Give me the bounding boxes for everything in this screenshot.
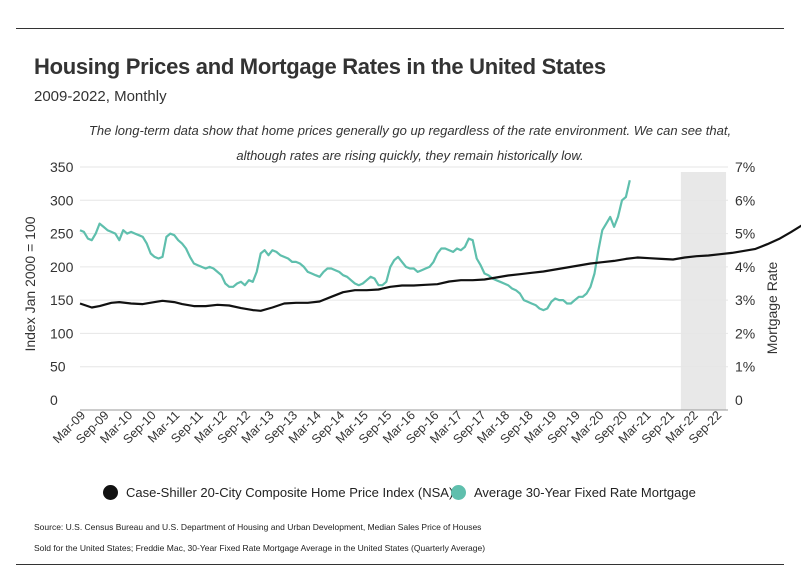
x-axis-ticks: Mar-09Sep-09Mar-10Sep-10Mar-11Sep-11Mar-… <box>50 408 724 446</box>
y2-tick-label: 7% <box>735 159 755 175</box>
left-axis-label: Index Jan 2000 = 100 <box>22 216 38 351</box>
y2-tick-label: 3% <box>735 292 755 308</box>
mortgage-rate-line <box>79 180 631 312</box>
y2-tick-label: 0 <box>735 392 743 408</box>
highlight-region <box>680 172 727 410</box>
legend-label-rate: Average 30-Year Fixed Rate Mortgage <box>474 485 696 500</box>
gridlines <box>80 166 728 368</box>
left-axis-ticks: 0 50 100 150 200 250 300 350 <box>50 159 74 408</box>
y-tick-label: 50 <box>50 359 66 375</box>
y-tick-label: 100 <box>50 325 74 341</box>
right-axis-ticks: 0 1% 2% 3% 4% 5% 6% 7% <box>735 159 755 408</box>
y-tick-label: 0 <box>50 392 58 408</box>
y2-tick-label: 2% <box>735 325 755 341</box>
y2-tick-label: 5% <box>735 226 755 242</box>
bottom-rule <box>16 564 784 565</box>
legend-item-index: Case-Shiller 20-City Composite Home Pric… <box>103 485 453 500</box>
y-tick-label: 300 <box>50 192 74 208</box>
y-tick-label: 150 <box>50 292 74 308</box>
legend-label-index: Case-Shiller 20-City Composite Home Pric… <box>126 485 454 500</box>
right-axis-label: Mortgage Rate <box>764 261 780 354</box>
chart-subtitle: 2009-2022, Monthly <box>34 88 167 105</box>
y-tick-label: 200 <box>50 259 74 275</box>
y2-tick-label: 4% <box>735 259 755 275</box>
y-tick-label: 250 <box>50 226 74 242</box>
legend-swatch-index <box>103 485 118 500</box>
legend-swatch-rate <box>451 485 466 500</box>
y2-tick-label: 1% <box>735 359 755 375</box>
chart-note-line-2: although rates are rising quickly, they … <box>236 148 584 163</box>
top-rule <box>16 28 784 29</box>
chart-note-line-1: The long-term data show that home prices… <box>88 123 732 138</box>
source-line-2: Sold for the United States; Freddie Mac,… <box>34 543 486 553</box>
home-price-index-line <box>79 224 801 312</box>
source-line-1: Source: U.S. Census Bureau and U.S. Depa… <box>34 522 482 532</box>
y2-tick-label: 6% <box>735 192 755 208</box>
y-tick-label: 350 <box>50 159 74 175</box>
legend-item-rate: Average 30-Year Fixed Rate Mortgage <box>451 485 696 500</box>
chart-title: Housing Prices and Mortgage Rates in the… <box>34 54 606 79</box>
